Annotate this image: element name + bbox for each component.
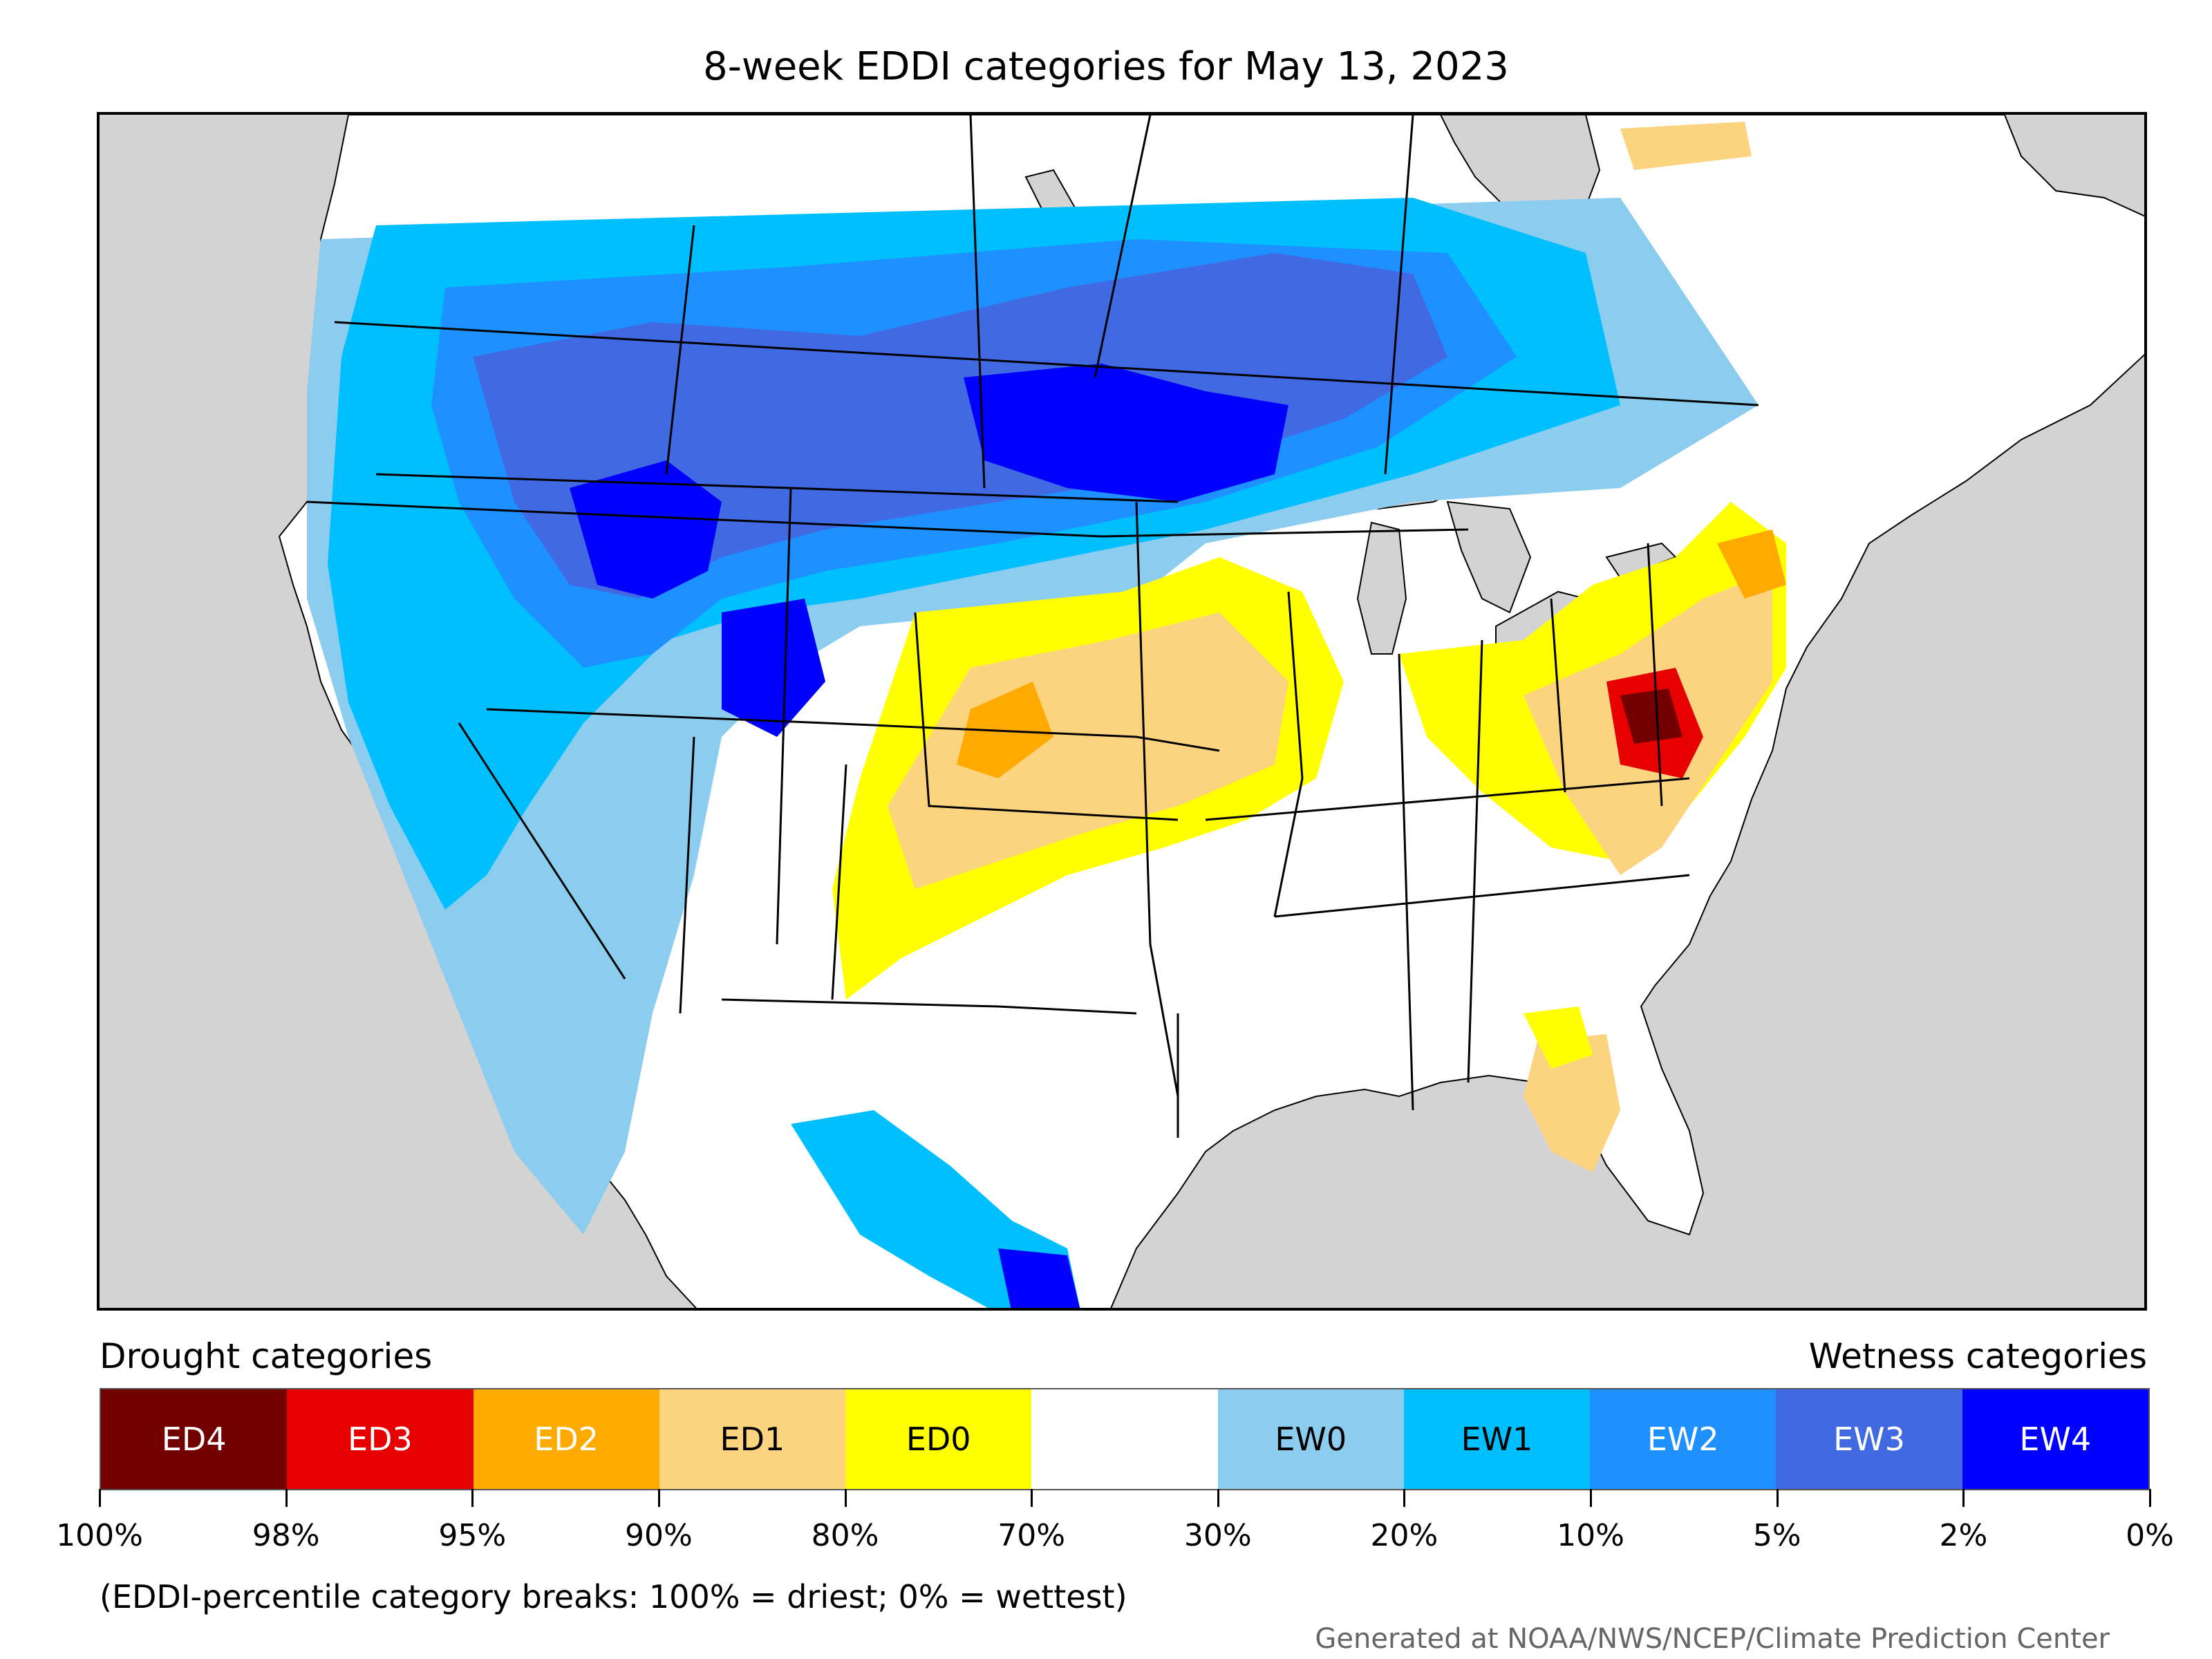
drought-categories-heading: Drought categories	[100, 1336, 433, 1376]
colorbar-tick-label: 100%	[56, 1518, 143, 1553]
colorbar-tick-label: 95%	[438, 1518, 507, 1553]
colorbar-cell	[1031, 1389, 1218, 1489]
colorbar-tick	[1403, 1489, 1406, 1507]
colorbar-cell: EW1	[1403, 1389, 1591, 1489]
percentile-caption: (EDDI-percentile category breaks: 100% =…	[100, 1578, 1127, 1615]
colorbar-tick-label: 70%	[997, 1518, 1066, 1553]
colorbar-tick-label: 5%	[1752, 1518, 1801, 1553]
colorbar-cell: EW0	[1217, 1389, 1404, 1489]
colorbar-cell: ED2	[473, 1389, 659, 1489]
colorbar-tick-label: 10%	[1557, 1518, 1624, 1553]
map-canvas	[278, 115, 2144, 1308]
colorbar-tick-label: 90%	[625, 1518, 693, 1553]
colorbar-tick-label: 2%	[1939, 1518, 1988, 1553]
eddi-map	[97, 112, 2147, 1311]
colorbar-tick	[1776, 1489, 1779, 1507]
ed2-kansas	[957, 682, 1053, 778]
category-colorbar: ED4 ED3 ED2 ED1 ED0 EW0 EW1 EW2 EW3 EW4	[100, 1388, 2150, 1490]
colorbar-tick-label: 98%	[252, 1518, 320, 1553]
credit-text: Generated at NOAA/NWS/NCEP/Climate Predi…	[1315, 1623, 2110, 1655]
ew4-region-wyoming	[722, 599, 825, 737]
colorbar-tick	[844, 1489, 847, 1507]
ew4-region-west	[570, 460, 722, 599]
colorbar-cell: ED3	[287, 1389, 474, 1489]
ed0-florida	[1524, 1006, 1593, 1069]
colorbar-tick	[1031, 1489, 1033, 1507]
ed1-plains-region	[888, 612, 1288, 889]
ed2-northeast	[1717, 529, 1786, 599]
colorbar-cell: ED4	[101, 1389, 288, 1489]
ew4-texas-coast	[998, 1248, 1080, 1308]
colorbar-tick	[1217, 1489, 1219, 1507]
colorbar-tick-label: 80%	[811, 1518, 879, 1553]
colorbar-tick	[1590, 1489, 1593, 1507]
colorbar-cell: ED1	[659, 1389, 846, 1489]
colorbar-tick	[99, 1489, 101, 1507]
colorbar-tick	[657, 1489, 660, 1507]
ed4-virginia	[1620, 688, 1683, 744]
colorbar-cell: EW4	[1962, 1389, 2148, 1489]
ed0-quebec	[1620, 122, 1752, 170]
state-boundaries	[306, 115, 1759, 1138]
colorbar-tick	[285, 1489, 288, 1507]
colorbar-tick-label: 0%	[2126, 1518, 2174, 1553]
colorbar-cell: EW3	[1776, 1389, 1962, 1489]
colorbar-tick	[2149, 1489, 2151, 1507]
colorbar-tick	[1962, 1489, 1965, 1507]
colorbar-tick	[471, 1489, 474, 1507]
map-title: 8-week EDDI categories for May 13, 2023	[703, 44, 1509, 89]
ew4-region-north	[964, 364, 1288, 502]
ed1-florida	[1524, 1034, 1620, 1172]
wetness-categories-heading: Wetness categories	[1808, 1336, 2147, 1376]
colorbar-cell: ED0	[845, 1389, 1032, 1489]
lake-michigan	[1356, 521, 1407, 655]
colorbar-tick-label: 30%	[1183, 1518, 1252, 1553]
colorbar-tick-label: 20%	[1370, 1518, 1438, 1553]
colorbar-cell: EW2	[1590, 1389, 1777, 1489]
